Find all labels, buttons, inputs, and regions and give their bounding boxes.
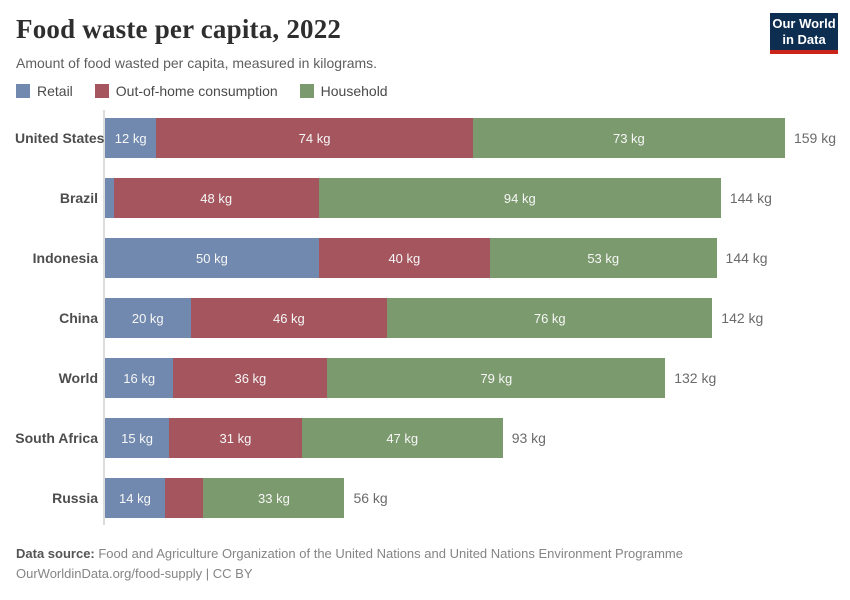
bar-segment-out-of-home-consumption[interactable]: 46 kg: [190, 298, 388, 338]
bar-segment-out-of-home-consumption[interactable]: 48 kg: [113, 178, 319, 218]
bar-segment-household[interactable]: 33 kg: [203, 478, 345, 518]
bar-segment-out-of-home-consumption[interactable]: 74 kg: [156, 118, 473, 158]
segment-value-label: 31 kg: [219, 430, 252, 446]
bar-segment-retail[interactable]: 14 kg: [105, 478, 165, 518]
bar-segment-household[interactable]: 76 kg: [387, 298, 713, 338]
legend-label: Out-of-home consumption: [115, 83, 278, 99]
legend-item-retail[interactable]: Retail: [16, 83, 73, 99]
chart-row-china: China 20 kg 46 kg 76 kg 142 kg: [15, 288, 843, 348]
bar-segment-household[interactable]: 47 kg: [301, 418, 503, 458]
segment-value-label: 50 kg: [196, 250, 228, 266]
stacked-bar-south-africa: 15 kg 31 kg 47 kg: [105, 418, 503, 458]
stacked-bar-russia: 14 kg 33 kg: [105, 478, 345, 518]
bar-segment-retail[interactable]: 16 kg: [105, 358, 174, 398]
stacked-bar-world: 16 kg 36 kg 79 kg: [105, 358, 666, 398]
bar-segment-out-of-home-consumption[interactable]: [164, 478, 204, 518]
entity-label-brazil[interactable]: Brazil: [59, 190, 98, 206]
bar-chart: United States 12 kg 74 kg 73 kg 159 kg Brazil…: [15, 108, 843, 528]
bar-segment-household[interactable]: 53 kg: [489, 238, 717, 278]
bar-segment-out-of-home-consumption[interactable]: 31 kg: [169, 418, 302, 458]
segment-value-label: 40 kg: [388, 250, 421, 266]
stacked-bar-brazil: 48 kg 94 kg: [105, 178, 721, 218]
bar-segment-out-of-home-consumption[interactable]: 40 kg: [318, 238, 490, 278]
chart-row-south-africa: South Africa 15 kg 31 kg 47 kg 93 kg: [15, 408, 843, 468]
total-value-label: 144 kg: [725, 250, 768, 266]
segment-value-label: 94 kg: [503, 190, 536, 206]
entity-label-china[interactable]: China: [59, 310, 98, 326]
legend-label: Household: [320, 83, 388, 99]
data-source-text: Food and Agriculture Organization of the…: [94, 546, 683, 561]
entity-label-south-africa[interactable]: South Africa: [15, 430, 98, 446]
bar-segment-retail[interactable]: 15 kg: [105, 418, 170, 458]
segment-value-label: 46 kg: [272, 310, 305, 326]
chart-footer: Data source: Food and Agriculture Organi…: [16, 544, 683, 584]
total-value-label: 159 kg: [793, 130, 837, 146]
bar-segment-retail[interactable]: 12 kg: [105, 118, 157, 158]
bar-segment-retail[interactable]: 20 kg: [105, 298, 191, 338]
owid-logo[interactable]: Our World in Data: [770, 13, 838, 54]
segment-value-label: 79 kg: [480, 370, 513, 386]
owid-logo-line1: Our World: [772, 16, 836, 31]
chart-row-united-states: United States 12 kg 74 kg 73 kg 159 kg: [15, 108, 843, 168]
segment-value-label: 73 kg: [612, 130, 645, 146]
license-link-line[interactable]: OurWorldinData.org/food-supply | CC BY: [16, 566, 253, 581]
data-source-line: Data source: Food and Agriculture Organi…: [16, 544, 683, 564]
entity-label-world[interactable]: World: [58, 370, 98, 386]
segment-value-label: 36 kg: [234, 370, 267, 386]
total-value-label: 132 kg: [674, 370, 717, 386]
segment-value-label: 74 kg: [298, 130, 331, 146]
owid-logo-line2: in Data: [782, 32, 826, 47]
total-value-label: 56 kg: [353, 490, 388, 506]
entity-label-indonesia[interactable]: Indonesia: [32, 250, 98, 266]
segment-value-label: 48 kg: [200, 190, 233, 206]
bar-segment-out-of-home-consumption[interactable]: 36 kg: [173, 358, 328, 398]
bar-segment-retail[interactable]: [105, 178, 114, 218]
y-axis-line: [103, 110, 105, 525]
segment-value-label: 16 kg: [123, 370, 156, 386]
segment-value-label: 47 kg: [386, 430, 419, 446]
entity-label-russia[interactable]: Russia: [52, 490, 98, 506]
segment-value-label: 53 kg: [587, 250, 620, 266]
legend-swatch-retail: [16, 84, 30, 98]
segment-value-label: 15 kg: [121, 430, 153, 446]
chart-rows: United States 12 kg 74 kg 73 kg 159 kg Brazil…: [15, 108, 843, 528]
stacked-bar-united-states: 12 kg 74 kg 73 kg: [105, 118, 785, 158]
segment-value-label: 76 kg: [533, 310, 566, 326]
segment-value-label: 33 kg: [258, 490, 290, 506]
bar-segment-household[interactable]: 79 kg: [327, 358, 666, 398]
chart-subtitle: Amount of food wasted per capita, measur…: [16, 55, 378, 71]
legend-item-out-of-home[interactable]: Out-of-home consumption: [94, 83, 278, 99]
total-value-label: 93 kg: [511, 430, 546, 446]
legend-swatch-out-of-home: [94, 84, 109, 98]
segment-value-label: 12 kg: [114, 130, 147, 146]
chart-row-brazil: Brazil 48 kg 94 kg 144 kg: [15, 168, 843, 228]
entity-label-united-states[interactable]: United States: [15, 130, 105, 146]
page-title: Food waste per capita, 2022: [16, 14, 342, 44]
data-source-label: Data source:: [16, 546, 95, 561]
bar-segment-household[interactable]: 73 kg: [472, 118, 785, 158]
bar-segment-retail[interactable]: 50 kg: [105, 238, 319, 278]
legend: Retail Out-of-home consumption Household: [16, 83, 388, 99]
total-value-label: 144 kg: [729, 190, 772, 206]
stacked-bar-china: 20 kg 46 kg 76 kg: [105, 298, 713, 338]
segment-value-label: 20 kg: [131, 310, 164, 326]
legend-label: Retail: [37, 83, 73, 99]
chart-row-world: World 16 kg 36 kg 79 kg 132 kg: [15, 348, 843, 408]
chart-row-indonesia: Indonesia 50 kg 40 kg 53 kg 144 kg: [15, 228, 843, 288]
segment-value-label: 14 kg: [119, 490, 151, 506]
bar-segment-household[interactable]: 94 kg: [318, 178, 721, 218]
total-value-label: 142 kg: [721, 310, 764, 326]
legend-item-household[interactable]: Household: [299, 83, 388, 99]
chart-row-russia: Russia 14 kg 33 kg 56 kg: [15, 468, 843, 528]
legend-swatch-household: [299, 84, 314, 98]
stacked-bar-indonesia: 50 kg 40 kg 53 kg: [105, 238, 717, 278]
